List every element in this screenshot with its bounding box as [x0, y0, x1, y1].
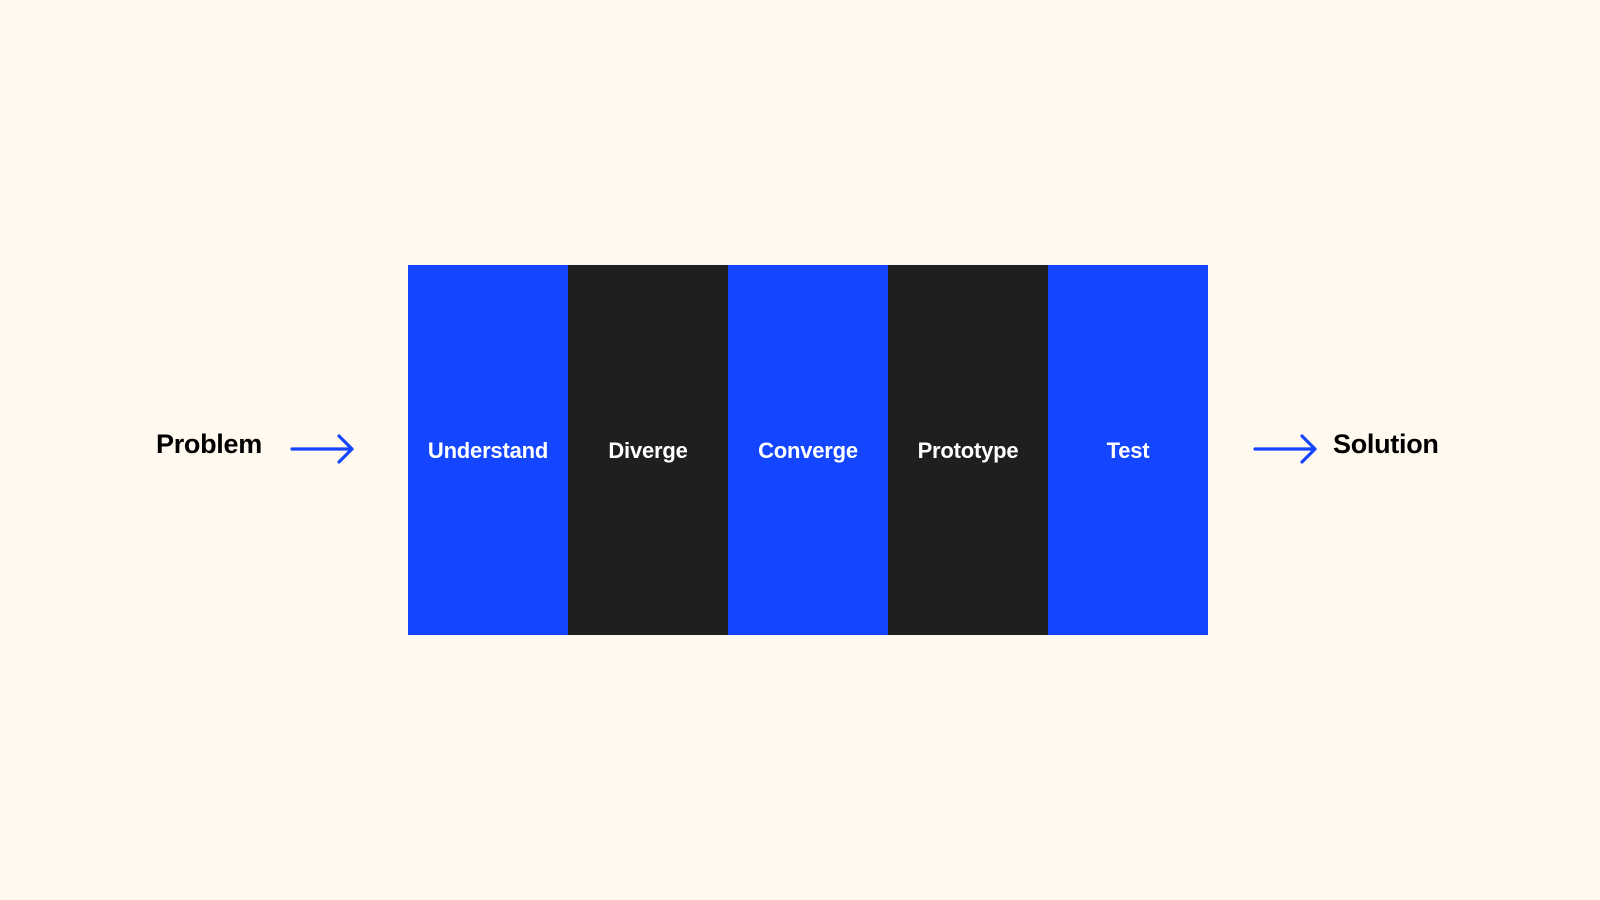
phase-label: Prototype — [917, 438, 1019, 463]
phase-converge: Converge — [728, 265, 888, 635]
phase-label: Converge — [758, 438, 858, 463]
problem-label: Problem — [156, 429, 262, 459]
phase-test: Test — [1048, 265, 1208, 635]
arrow-right-icon — [290, 434, 354, 464]
phase-prototype: Prototype — [888, 265, 1048, 635]
phase-label: Understand — [427, 438, 549, 463]
phase-diverge: Diverge — [568, 265, 728, 635]
phase-label: Diverge — [608, 438, 688, 463]
phase-understand: Understand — [408, 265, 568, 635]
solution-label: Solution — [1333, 429, 1439, 459]
arrow-right-icon — [1253, 434, 1317, 464]
phase-strip: Understand Diverge Converge Prototype Te… — [408, 265, 1208, 635]
phase-label: Test — [1106, 438, 1150, 463]
